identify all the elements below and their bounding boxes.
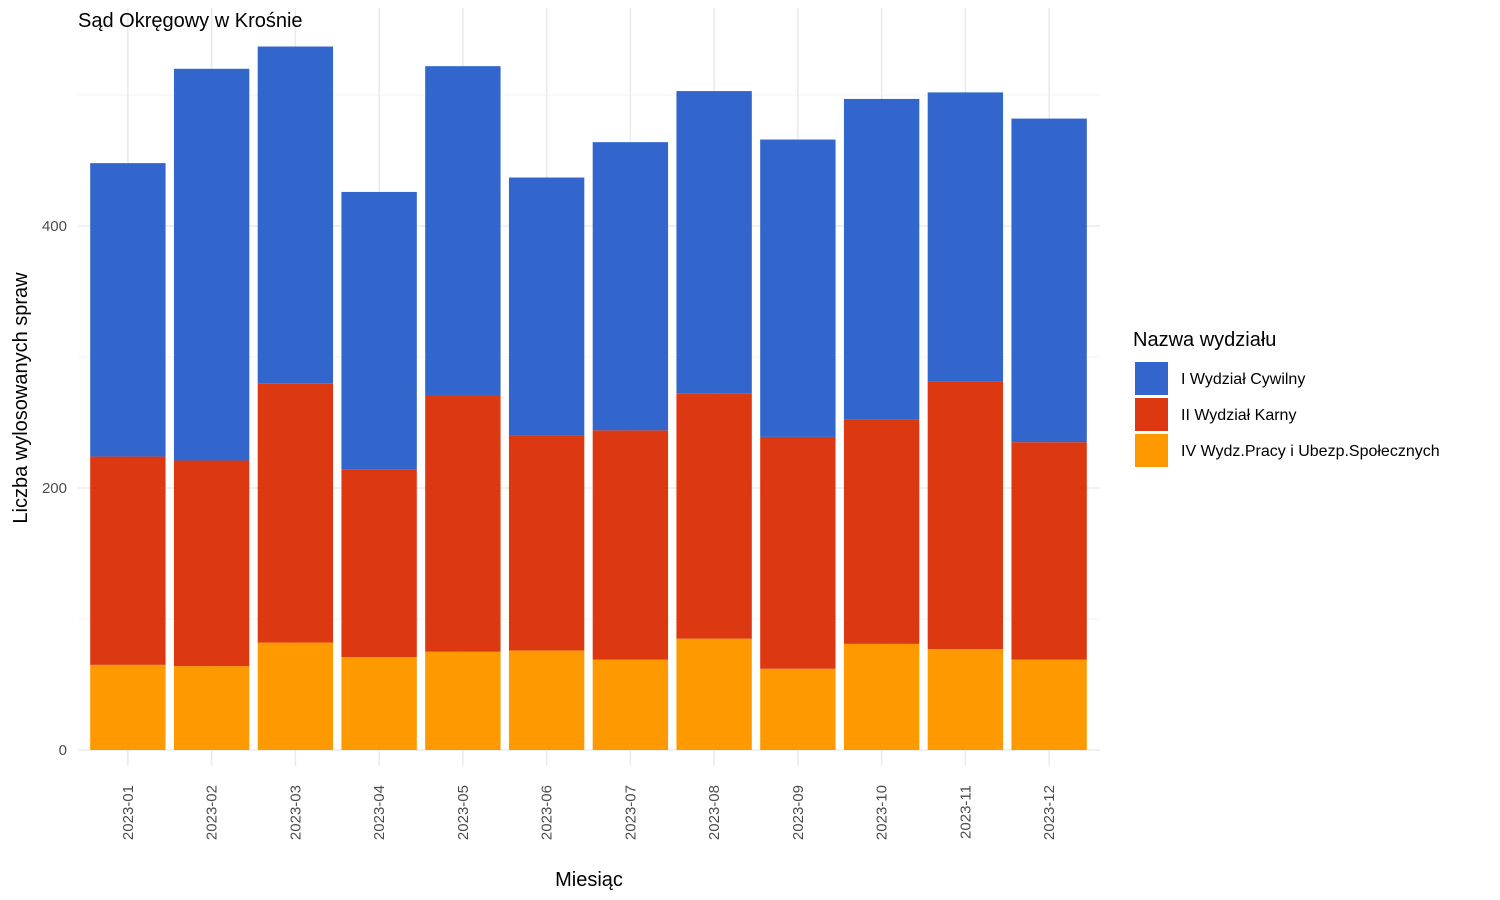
bar-segment — [341, 469, 417, 657]
x-tick-label: 2023-07 — [622, 785, 639, 840]
legend-label: IV Wydz.Pracy i Ubezp.Społecznych — [1181, 443, 1440, 460]
x-tick-label: 2023-10 — [874, 785, 891, 840]
bar-segment — [592, 430, 669, 660]
legend-swatch — [1135, 362, 1168, 395]
legend-items: I Wydział Cywilny II Wydział Karny IV Wydz… — [1135, 362, 1440, 467]
bar-segment — [676, 393, 752, 639]
y-axis-title: Liczba wylosowanych spraw — [10, 272, 32, 524]
bar-segment — [1011, 659, 1087, 750]
bar-segment — [341, 191, 417, 470]
bar-segment — [425, 66, 501, 395]
x-tick-label: 2023-08 — [706, 785, 723, 840]
x-tick-label: 2023-12 — [1041, 785, 1058, 840]
x-tick-label: 2023-01 — [120, 785, 137, 840]
bar-segment — [760, 436, 836, 669]
bar-segment — [843, 419, 920, 644]
bar-segment — [257, 46, 334, 384]
legend-title: Nazwa wydziału — [1133, 329, 1276, 351]
y-tick-label: 200 — [42, 480, 67, 497]
bar-segment — [173, 68, 250, 461]
x-tick-label: 2023-03 — [287, 785, 304, 840]
bar-segment — [508, 435, 585, 651]
legend-swatch — [1135, 434, 1168, 467]
bar-segment — [927, 92, 1004, 382]
bar-segment — [425, 651, 501, 750]
bar-segment — [592, 142, 669, 431]
bar-segment — [1011, 118, 1087, 443]
x-axis-ticks: 2023-01 2023-02 2023-03 2023-04 2023-05 2023-… — [120, 785, 1058, 840]
bar-segment — [676, 91, 752, 394]
bar-segment — [173, 666, 250, 750]
bar-segment — [257, 383, 334, 643]
x-tick-label: 2023-06 — [539, 785, 556, 840]
bars-group — [90, 46, 1087, 750]
x-axis-title: Miesiąc — [555, 869, 623, 891]
bar-segment — [90, 664, 166, 750]
bar-segment — [592, 659, 669, 750]
bar-segment — [1011, 442, 1087, 660]
x-tick-label: 2023-09 — [790, 785, 807, 840]
x-tick-label: 2023-11 — [957, 785, 974, 839]
bar-segment — [760, 139, 836, 437]
legend-swatch — [1135, 398, 1168, 431]
legend-label: I Wydział Cywilny — [1181, 371, 1305, 388]
x-tick-label: 2023-02 — [204, 785, 221, 840]
bar-segment — [425, 394, 501, 652]
x-tick-label: 2023-04 — [371, 785, 388, 840]
y-tick-label: 400 — [42, 218, 67, 235]
bar-segment — [257, 642, 334, 750]
bar-segment — [90, 163, 166, 457]
bar-segment — [90, 456, 166, 665]
bar-segment — [927, 649, 1004, 750]
legend-label: II Wydział Karny — [1181, 407, 1296, 424]
x-tick-label: 2023-05 — [455, 785, 472, 840]
bar-segment — [341, 656, 417, 750]
bar-segment — [927, 381, 1004, 650]
bar-segment — [843, 643, 920, 750]
chart-title: Sąd Okręgowy w Krośnie — [78, 10, 303, 32]
y-tick-label: 0 — [59, 742, 67, 759]
bar-segment — [173, 460, 250, 667]
bar-segment — [843, 98, 920, 420]
bar-segment — [760, 668, 836, 750]
bar-segment — [508, 650, 585, 750]
y-axis-ticks: 0 200 400 — [42, 218, 67, 759]
bar-segment — [676, 638, 752, 750]
bar-segment — [508, 177, 585, 436]
legend: Nazwa wydziału I Wydział Cywilny II Wydzi… — [1133, 329, 1440, 467]
